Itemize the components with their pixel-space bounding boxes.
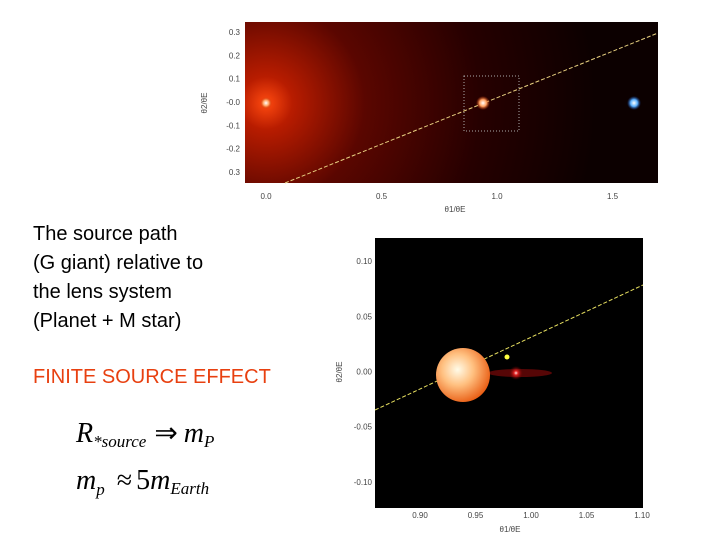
subscript: Earth: [169, 479, 209, 498]
x-tick-label: 1.05: [579, 511, 595, 520]
x-tick-label: 0.5: [376, 192, 388, 201]
planet: [627, 96, 641, 110]
top-image: [245, 22, 659, 184]
formula: R*source ⇒ mP: [75, 418, 214, 451]
top-axes: 0.3 0.2 0.1 -0.0 -0.1 -0.2 0.3 0.0 0.5 1.0 1.5 θ1/θ…: [200, 28, 619, 214]
zoom-box: [463, 75, 520, 132]
description-line: the lens system: [33, 281, 172, 303]
description-line: The source path: [33, 223, 178, 245]
formula: mp ≈5mEarth: [76, 465, 209, 499]
y-tick-label: -0.0: [226, 98, 240, 107]
operator: ⇒: [154, 418, 177, 449]
subscript: P: [203, 432, 214, 451]
y-tick-label: -0.10: [354, 478, 373, 487]
y-tick-label: -0.05: [354, 423, 373, 432]
number: 5: [136, 465, 150, 496]
source-position: [504, 354, 510, 360]
y-tick-label: 0.00: [356, 368, 372, 377]
x-axis-label: θ1/θE: [445, 205, 466, 214]
bottom-image: [374, 238, 644, 508]
image-background: [245, 22, 658, 183]
y-tick-label: 0.3: [229, 168, 241, 177]
source-path: [374, 284, 644, 411]
symbol: m: [150, 465, 170, 496]
source: [476, 96, 490, 110]
y-axis-label: θ2/θE: [335, 362, 344, 383]
x-tick-label: 1.00: [523, 511, 539, 520]
y-axis-label: θ2/θE: [200, 93, 209, 114]
bottom-axes: 0.10 0.05 0.00 -0.05 -0.10 0.90 0.95 1.00 1.05 1.…: [335, 257, 650, 534]
x-tick-label: 0.95: [468, 511, 484, 520]
subscript: *source: [93, 432, 147, 451]
x-tick-label: 1.5: [607, 192, 619, 201]
headline: FINITE SOURCE EFFECT: [33, 366, 271, 388]
x-tick-label: 0.90: [412, 511, 428, 520]
star: [260, 97, 272, 109]
y-tick-label: 0.2: [229, 51, 241, 60]
y-tick-label: -0.1: [226, 121, 240, 130]
y-tick-label: 0.10: [356, 257, 372, 266]
x-axis-label: θ1/θE: [500, 525, 521, 534]
description: The source path (G giant) relative to the …: [33, 223, 203, 332]
subscript: p: [95, 480, 105, 499]
y-tick-label: 0.05: [356, 312, 372, 321]
symbol: R: [75, 418, 93, 449]
source-path: [284, 32, 659, 184]
y-tick-label: -0.2: [226, 145, 240, 154]
source-star: [436, 348, 490, 402]
symbol: m: [76, 465, 96, 496]
x-tick-label: 1.0: [491, 192, 503, 201]
symbol: m: [184, 418, 204, 449]
x-tick-label: 1.10: [634, 511, 650, 520]
x-tick-label: 0.0: [260, 192, 272, 201]
operator: ≈: [117, 465, 132, 496]
lens: [509, 366, 523, 380]
description-line: (G giant) relative to: [33, 252, 203, 274]
y-tick-label: 0.1: [229, 75, 241, 84]
description-line: (Planet + M star): [33, 310, 181, 332]
y-tick-label: 0.3: [229, 28, 241, 37]
